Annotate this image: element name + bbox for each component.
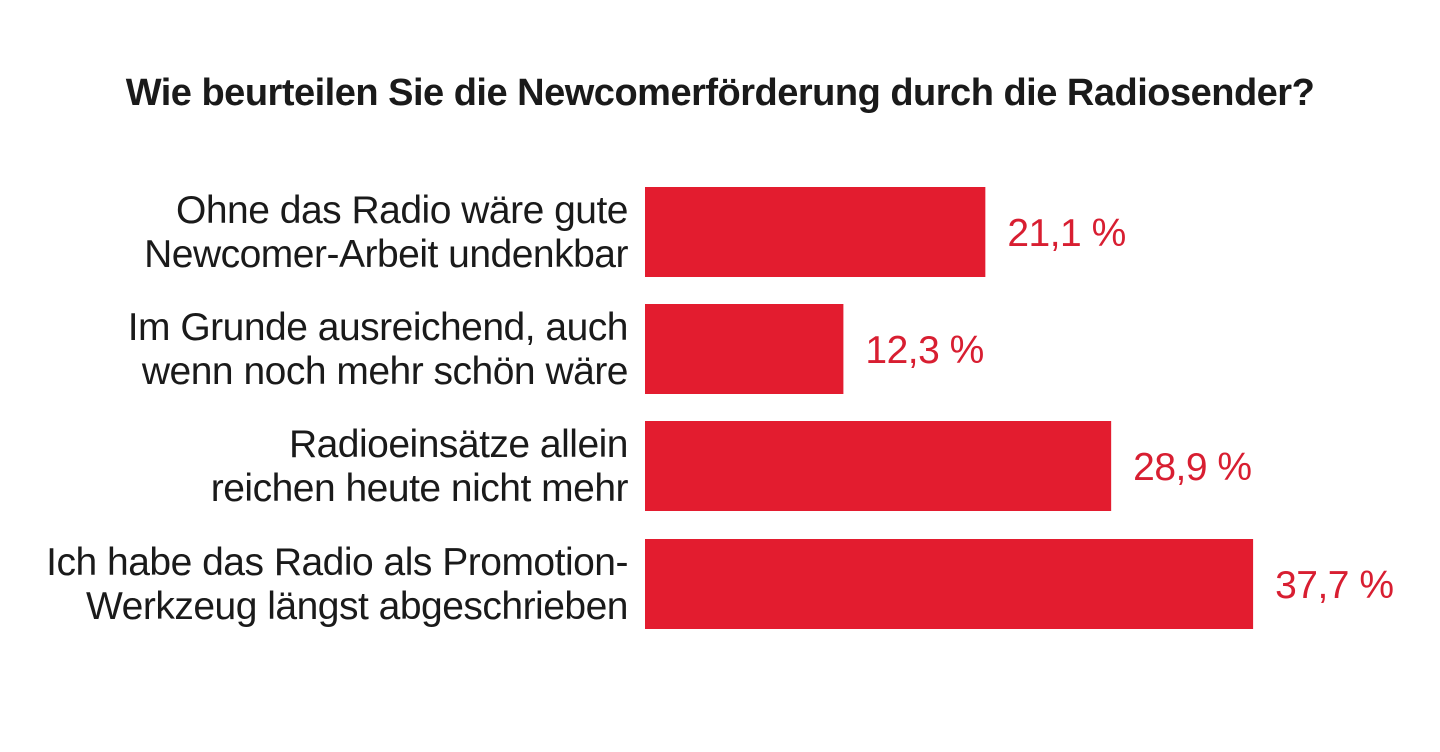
value-label-4: 37,7 % bbox=[1275, 564, 1393, 607]
bar-1 bbox=[645, 187, 986, 277]
category-label-line: Werkzeug längst abgeschrieben bbox=[86, 585, 628, 628]
category-label-3: Radioeinsätze allein reichen heute nicht … bbox=[211, 423, 629, 510]
value-label-3: 28,9 % bbox=[1133, 446, 1251, 489]
category-label-line: wenn noch mehr schön wäre bbox=[141, 350, 628, 393]
bar-3 bbox=[645, 421, 1112, 511]
category-label-line: Radioeinsätze allein bbox=[289, 423, 628, 466]
chart-title: Wie beurteilen Sie die Newcomerförderung… bbox=[125, 72, 1315, 114]
value-label-1: 21,1 % bbox=[1007, 212, 1125, 255]
bar-4 bbox=[645, 539, 1254, 629]
category-label-line: Ohne das Radio wäre gute bbox=[176, 189, 628, 232]
category-label-4: Ich habe das Radio als Promotion-Werkzeu… bbox=[46, 541, 628, 628]
value-label-2: 12,3 % bbox=[865, 329, 983, 372]
category-label-line: Im Grunde ausreichend, auch bbox=[128, 306, 628, 349]
category-label-line: reichen heute nicht mehr bbox=[211, 467, 629, 510]
category-label-line: Newcomer-Arbeit undenkbar bbox=[144, 233, 628, 276]
category-label-2: Im Grunde ausreichend, auch wenn noch meh… bbox=[128, 306, 628, 393]
category-label-1: Ohne das Radio wäre gute Newcomer-Arbeit … bbox=[144, 189, 628, 276]
bar-2 bbox=[645, 304, 844, 394]
category-label-line: Ich habe das Radio als Promotion- bbox=[46, 541, 628, 584]
